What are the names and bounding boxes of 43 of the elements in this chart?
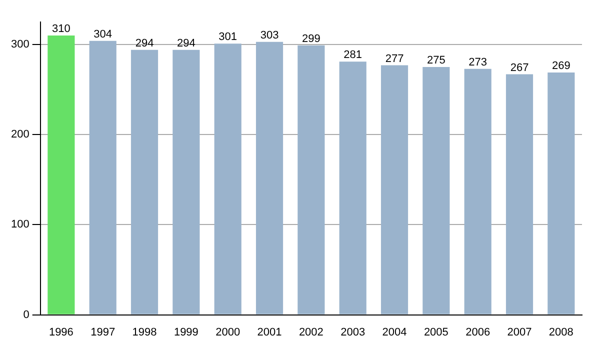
bar bbox=[256, 42, 284, 314]
y-tick-label: 200 bbox=[10, 128, 30, 141]
x-tick-label: 2002 bbox=[298, 326, 324, 338]
data-label: 303 bbox=[260, 29, 279, 42]
bar bbox=[48, 36, 75, 314]
bar bbox=[548, 72, 575, 314]
x-tick-label: 2008 bbox=[548, 326, 574, 338]
bar bbox=[172, 50, 200, 314]
data-label: 275 bbox=[426, 54, 446, 67]
data-label: 277 bbox=[385, 52, 404, 65]
bar bbox=[422, 67, 450, 314]
data-label: 281 bbox=[344, 49, 362, 62]
y-tick-label: 100 bbox=[10, 218, 30, 231]
bar bbox=[464, 68, 492, 314]
y-tick-label: 0 bbox=[23, 308, 30, 321]
x-tick-label: 2003 bbox=[340, 326, 366, 338]
data-label: 299 bbox=[302, 32, 320, 45]
data-label: 273 bbox=[468, 56, 488, 68]
x-tick-label: 1997 bbox=[90, 326, 116, 338]
x-tick-label: 2006 bbox=[466, 326, 490, 338]
y-tick-label: 300 bbox=[10, 38, 30, 51]
x-tick-label: 1999 bbox=[174, 326, 198, 338]
x-tick-label: 1996 bbox=[48, 326, 74, 338]
bar bbox=[89, 40, 116, 314]
data-label: 269 bbox=[552, 60, 570, 72]
bar bbox=[298, 45, 325, 314]
x-tick-label: 2005 bbox=[424, 326, 448, 338]
bar bbox=[339, 62, 366, 314]
bar bbox=[130, 50, 158, 314]
x-tick-label: 2001 bbox=[257, 326, 282, 338]
x-tick-label: 2000 bbox=[216, 326, 240, 338]
bar bbox=[506, 74, 534, 314]
data-label: 301 bbox=[218, 31, 238, 44]
data-label: 304 bbox=[94, 28, 112, 40]
data-label: 267 bbox=[510, 62, 529, 74]
x-tick-label: 2004 bbox=[382, 326, 407, 338]
data-label: 310 bbox=[52, 23, 70, 36]
x-tick-label: 1998 bbox=[132, 326, 157, 338]
data-label: 294 bbox=[177, 37, 196, 50]
bar bbox=[380, 65, 408, 314]
data-label: 294 bbox=[135, 37, 154, 50]
bar bbox=[214, 44, 242, 314]
x-tick-label: 2007 bbox=[507, 326, 532, 338]
